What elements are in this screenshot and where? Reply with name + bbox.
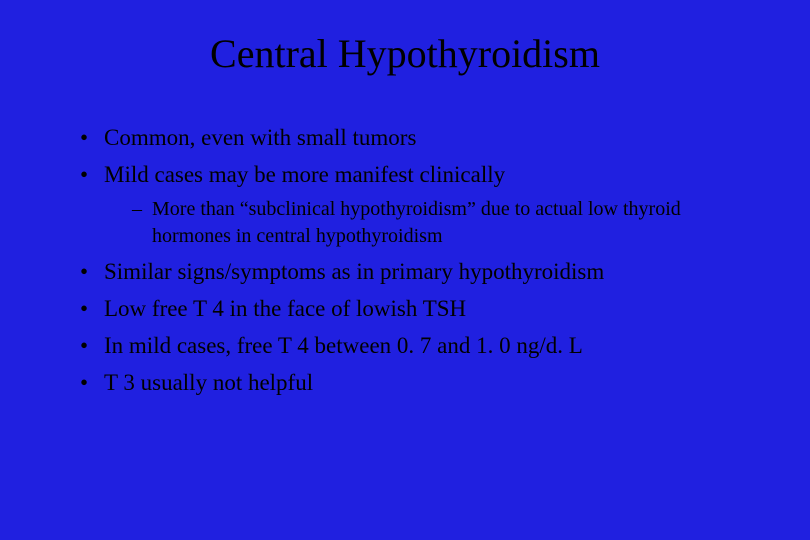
bullet-text: Common, even with small tumors: [104, 125, 416, 150]
bullet-item: Low free T 4 in the face of lowish TSH: [80, 293, 750, 324]
bullet-text: In mild cases, free T 4 between 0. 7 and…: [104, 333, 583, 358]
bullet-text: Similar signs/symptoms as in primary hyp…: [104, 259, 604, 284]
slide-title: Central Hypothyroidism: [60, 30, 750, 77]
bullet-item: Common, even with small tumors: [80, 122, 750, 153]
sub-bullet-item: More than “subclinical hypothyroidism” d…: [132, 196, 750, 250]
bullet-text: T 3 usually not helpful: [104, 370, 313, 395]
bullet-text: Mild cases may be more manifest clinical…: [104, 162, 505, 187]
sub-bullet-list: More than “subclinical hypothyroidism” d…: [104, 196, 750, 250]
bullet-item: T 3 usually not helpful: [80, 367, 750, 398]
bullet-item: In mild cases, free T 4 between 0. 7 and…: [80, 330, 750, 361]
sub-bullet-text: More than “subclinical hypothyroidism” d…: [152, 198, 681, 247]
bullet-item: Similar signs/symptoms as in primary hyp…: [80, 256, 750, 287]
bullet-text: Low free T 4 in the face of lowish TSH: [104, 296, 466, 321]
bullet-list: Common, even with small tumors Mild case…: [60, 122, 750, 398]
bullet-item: Mild cases may be more manifest clinical…: [80, 159, 750, 250]
